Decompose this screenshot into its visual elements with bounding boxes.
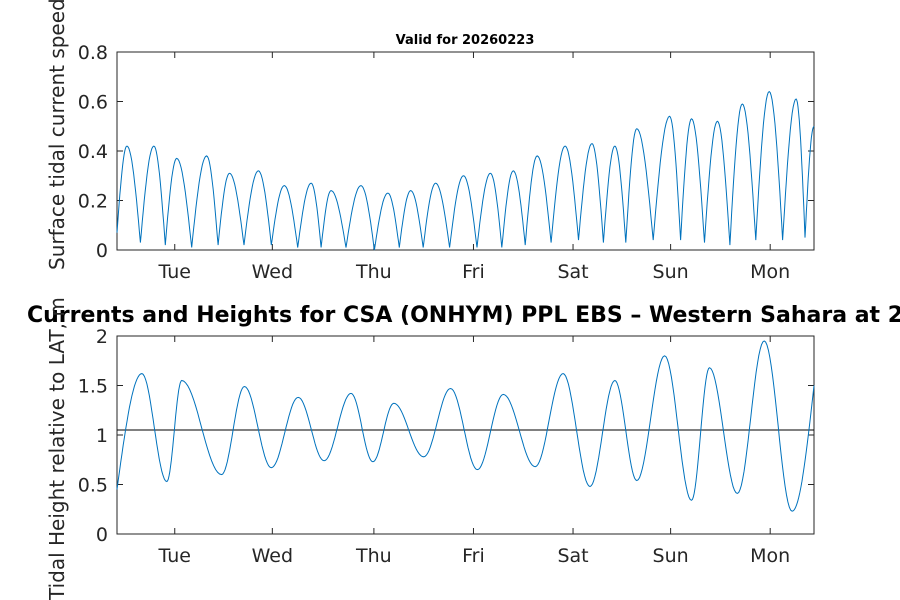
tidal-height-y-axis-label: Tidal Height relative to LAT, m <box>45 297 69 600</box>
current-speed-x-tick-label: Mon <box>750 261 790 283</box>
current-speed-x-tick-label: Wed <box>252 261 293 283</box>
tidal-height-x-tick-label: Sat <box>557 545 588 567</box>
current-speed-x-tick-label: Sun <box>653 261 689 283</box>
tidal-height-x-tick-label: Mon <box>750 545 790 567</box>
current-speed-x-tick-label: Fri <box>462 261 485 283</box>
current-speed-y-tick-label: 0.2 <box>78 191 108 213</box>
current-speed-x-tick-label: Tue <box>158 261 191 283</box>
current-speed-chart-title: Valid for 20260223 <box>396 33 535 48</box>
tidal-height-x-tick-label: Wed <box>252 545 293 567</box>
tidal-height-x-tick-label: Fri <box>462 545 485 567</box>
tidal-height-y-tick-label: 0.5 <box>78 475 108 497</box>
current-speed-y-tick-label: 0.8 <box>78 42 108 64</box>
tidal-height-y-tick-label: 1.5 <box>78 376 108 398</box>
tidal-height-x-tick-label: Sun <box>653 545 689 567</box>
current-speed-axes: 0 0.2 0.4 0.6 0.8 Tue Wed Thu Fri Sat Sun Mon Vali… <box>45 0 815 283</box>
current-speed-x-tick-label: Sat <box>557 261 588 283</box>
current-speed-y-axis-label: Surface tidal current speed, kn <box>45 0 69 270</box>
current-speed-series-line <box>116 90 815 251</box>
tidal-height-y-tick-label: 0 <box>96 524 108 546</box>
current-speed-x-tick-label: Thu <box>355 261 392 283</box>
tidal-height-x-tick-label: Thu <box>355 545 392 567</box>
tidal-height-series-line <box>116 340 815 512</box>
tidal-height-y-tick-label: 1 <box>96 425 108 447</box>
current-speed-y-tick-label: 0.6 <box>78 92 108 114</box>
tidal-height-x-tick-label: Tue <box>158 545 191 567</box>
tidal-height-y-tick-label: 2 <box>96 326 108 348</box>
current-speed-y-tick-label: 0.4 <box>78 141 108 163</box>
current-speed-plot-frame <box>116 51 815 251</box>
tidal-height-chart-title: Currents and Heights for CSA (ONHYM) PPL… <box>27 303 900 328</box>
tidal-height-axes: 0 0.5 1 1.5 2 Tue Wed Thu Fri Sat Sun Mon Currents… <box>27 297 900 600</box>
current-speed-y-tick-label: 0 <box>96 240 108 262</box>
